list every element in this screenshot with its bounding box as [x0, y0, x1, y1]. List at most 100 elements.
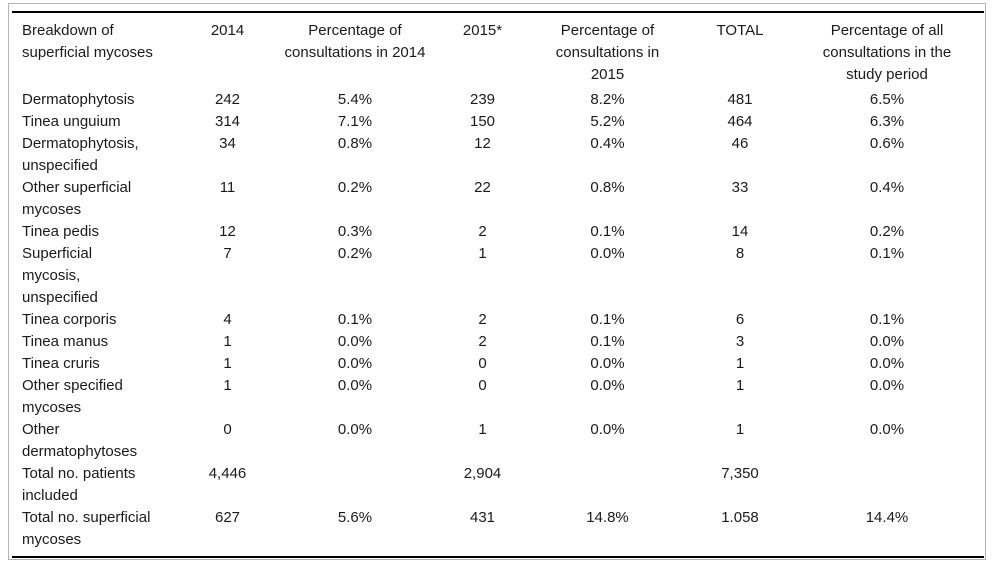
- cell-value: 1: [735, 355, 745, 372]
- cell-value: 0.0%: [590, 377, 625, 394]
- cell-value: 242: [214, 91, 241, 108]
- table-row: Other dermatophytoses 0 0.0% 1 0.0% 1 0.0%: [12, 419, 984, 463]
- cell-value: 0.0%: [337, 421, 373, 438]
- cell-value: 0.0%: [869, 355, 905, 372]
- cell-value: 0: [223, 421, 232, 438]
- row-label: Total no. superficial mycoses: [22, 509, 151, 548]
- cell-value: 2,904: [463, 465, 502, 482]
- cell-value: 0.0%: [337, 355, 373, 372]
- column-header: Breakdown of superficial mycoses: [22, 22, 153, 61]
- cell-value: 5.6%: [337, 509, 373, 526]
- cell-value: 14.8%: [586, 509, 629, 526]
- cell-value: 34: [219, 135, 236, 152]
- cell-value: 0: [478, 377, 487, 394]
- cell-value: 0.0%: [337, 333, 373, 350]
- row-label: Total no. patients included: [22, 465, 136, 504]
- table-row: Superficial mycosis, unspecified 7 0.2% 1 0.…: [12, 243, 984, 309]
- row-label: Dermatophytosis, unspecified: [22, 135, 139, 174]
- cell-value: 4,446: [208, 465, 247, 482]
- column-header: Percentage of consultations in 2015: [555, 22, 660, 83]
- cell-value: 1.058: [721, 509, 759, 526]
- superficial-mycoses-table: Breakdown of superficial mycoses 2014 Perc…: [12, 11, 984, 558]
- table-row: Tinea pedis 12 0.3% 2 0.1% 14 0.2%: [12, 221, 984, 243]
- cell-value: 12: [219, 223, 236, 240]
- cell-value: 1: [223, 377, 232, 394]
- table-row: Tinea cruris 1 0.0% 0 0.0% 1 0.0%: [12, 353, 984, 375]
- cell-value: 6.3%: [869, 113, 905, 130]
- cell-value: 46: [731, 135, 749, 152]
- cell-value: 150: [469, 113, 496, 130]
- cell-value: 314: [214, 113, 241, 130]
- cell-value: 0.2%: [337, 179, 373, 196]
- row-label: Dermatophytosis: [22, 91, 135, 108]
- cell-value: 3: [735, 333, 745, 350]
- column-header: 2015*: [462, 22, 503, 39]
- table-row: Tinea manus 1 0.0% 2 0.1% 3 0.0%: [12, 331, 984, 353]
- table-row: Total no. patients included 4,446 2,904 7,3…: [12, 463, 984, 507]
- table-frame: Breakdown of superficial mycoses 2014 Perc…: [8, 3, 986, 560]
- cell-value: 1: [735, 377, 745, 394]
- cell-value: 22: [474, 179, 491, 196]
- row-label: Other specified mycoses: [22, 377, 123, 416]
- cell-value: 14.4%: [865, 509, 909, 526]
- row-label: Tinea cruris: [22, 355, 100, 372]
- column-header: Percentage of consultations in 2014: [284, 22, 426, 61]
- row-label: Tinea manus: [22, 333, 109, 350]
- cell-value: 12: [474, 135, 491, 152]
- cell-value: 0.0%: [869, 333, 905, 350]
- cell-value: 33: [731, 179, 749, 196]
- table-row: Dermatophytosis 242 5.4% 239 8.2% 481 6.5%: [12, 89, 984, 111]
- cell-value: 0.1%: [869, 245, 905, 262]
- cell-value: 0.4%: [590, 135, 625, 152]
- cell-value: 1: [223, 355, 232, 372]
- cell-value: 2: [478, 223, 487, 240]
- cell-value: 239: [469, 91, 496, 108]
- cell-value: 0.0%: [590, 245, 625, 262]
- row-label: Tinea pedis: [22, 223, 99, 240]
- cell-value: 1: [478, 245, 487, 262]
- column-header: 2014: [210, 22, 245, 39]
- table-row: Total no. superficial mycoses 627 5.6% 431 1…: [12, 507, 984, 557]
- cell-value: 0: [478, 355, 487, 372]
- table-body: Dermatophytosis 242 5.4% 239 8.2% 481 6.5% Tine…: [12, 89, 984, 557]
- cell-value: 0.0%: [590, 421, 625, 438]
- cell-value: 6: [735, 311, 745, 328]
- cell-value: 0.8%: [590, 179, 625, 196]
- table-row: Other specified mycoses 1 0.0% 0 0.0% 1 0.0%: [12, 375, 984, 419]
- cell-value: 627: [214, 509, 241, 526]
- cell-value: 1: [735, 421, 745, 438]
- table-row: Tinea unguium 314 7.1% 150 5.2% 464 6.3%: [12, 111, 984, 133]
- cell-value: 0.1%: [590, 311, 625, 328]
- cell-value: 0.4%: [869, 179, 905, 196]
- cell-value: 0.1%: [590, 333, 625, 350]
- cell-value: 11: [219, 179, 236, 196]
- cell-value: 1: [223, 333, 232, 350]
- cell-value: 8: [735, 245, 745, 262]
- cell-value: 6.5%: [869, 91, 905, 108]
- cell-value: 2: [478, 333, 487, 350]
- cell-value: 7: [223, 245, 232, 262]
- column-header: TOTAL: [716, 22, 764, 39]
- cell-value: 0.6%: [869, 135, 905, 152]
- cell-value: 481: [727, 91, 753, 108]
- cell-value: 8.2%: [590, 91, 625, 108]
- table-row: Tinea corporis 4 0.1% 2 0.1% 6 0.1%: [12, 309, 984, 331]
- cell-value: 7.1%: [337, 113, 373, 130]
- row-label: Tinea corporis: [22, 311, 117, 328]
- cell-value: 0.1%: [337, 311, 373, 328]
- cell-value: 0.0%: [869, 421, 905, 438]
- row-label: Other superficial mycoses: [22, 179, 132, 218]
- cell-value: 0.2%: [869, 223, 905, 240]
- table-row: Dermatophytosis, unspecified 34 0.8% 12 0.4%…: [12, 133, 984, 177]
- table-row: Other superficial mycoses 11 0.2% 22 0.8% 33 0…: [12, 177, 984, 221]
- cell-value: 1: [478, 421, 487, 438]
- cell-value: 0.8%: [337, 135, 373, 152]
- cell-value: 0.1%: [869, 311, 905, 328]
- row-label: Tinea unguium: [22, 113, 121, 130]
- column-header: Percentage of all consultations in the s…: [822, 22, 952, 83]
- cell-value: 5.2%: [590, 113, 625, 130]
- cell-value: 0.0%: [590, 355, 625, 372]
- cell-value: 0.0%: [869, 377, 905, 394]
- cell-value: 464: [727, 113, 753, 130]
- row-label: Other dermatophytoses: [22, 421, 138, 460]
